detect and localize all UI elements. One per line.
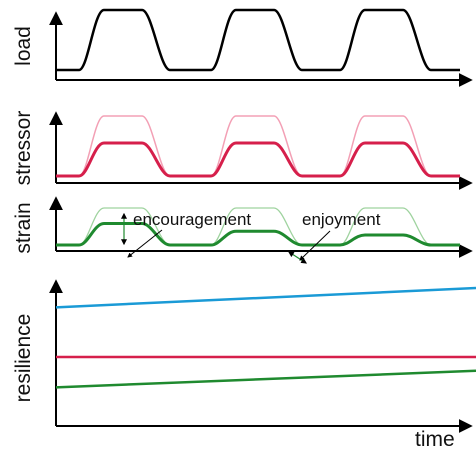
load-curve <box>56 8 460 72</box>
resilience-line-green <box>55 369 476 389</box>
enjoyment-pointer <box>299 230 331 261</box>
load-panel: load <box>12 8 473 87</box>
time-axis-label: time <box>415 428 455 451</box>
strain-axis-label: strain <box>12 202 35 253</box>
resilience-line-blue <box>55 286 476 309</box>
strain-reduced-curve <box>56 222 460 247</box>
encouragement-label: encouragement <box>133 210 251 229</box>
resilience-panel: resilience time <box>12 279 476 451</box>
stressor-axis-label: stressor <box>12 111 35 186</box>
strain-panel: strain encouragement enjoyment <box>12 196 473 264</box>
encouragement-pointer <box>127 229 163 258</box>
enjoyment-label: enjoyment <box>302 210 381 229</box>
stressor-reduced-curve <box>56 141 460 178</box>
stressor-full-curve <box>56 115 460 177</box>
strain-full-curve <box>56 207 460 246</box>
resilience-axis-label: resilience <box>12 314 35 403</box>
stressor-panel: stressor <box>12 111 473 190</box>
load-axis-label: load <box>12 26 35 66</box>
enjoyment-reduction-arrow <box>287 251 308 264</box>
